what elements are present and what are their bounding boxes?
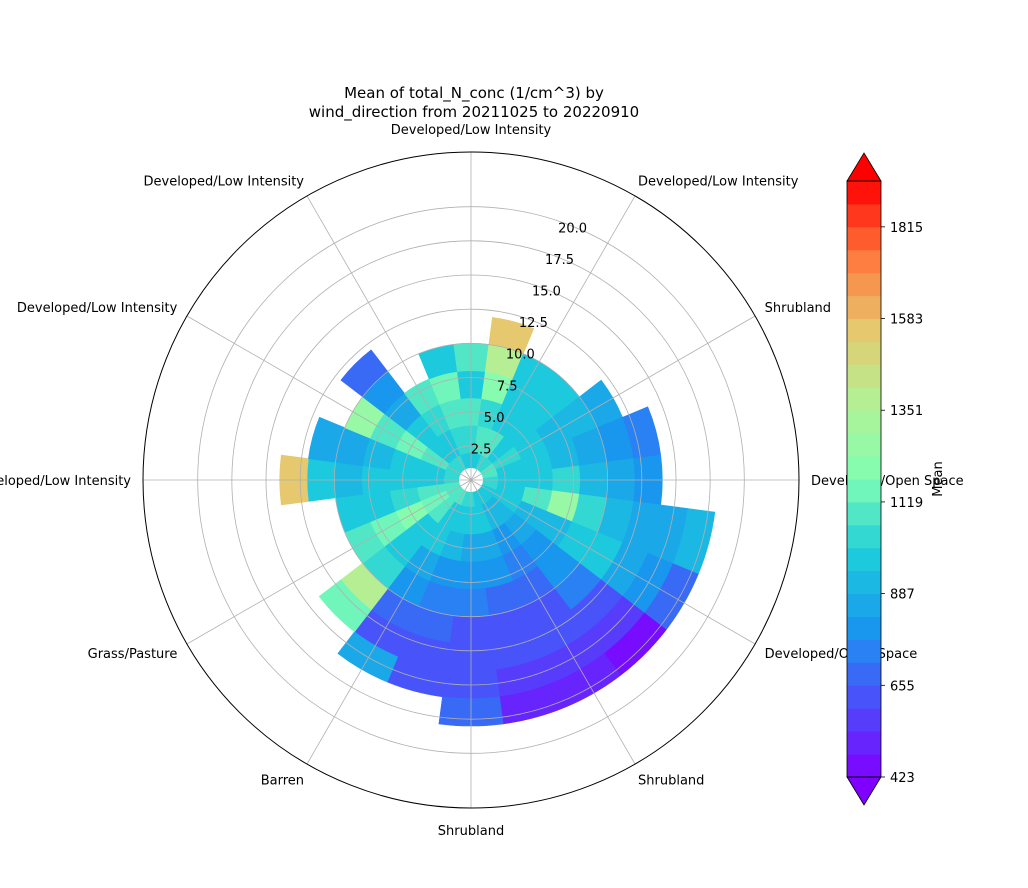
colorbar-tick-label: 887 [890,588,915,603]
direction-label: Shrubland [638,774,704,789]
colorbar-segment [847,433,881,457]
grid-spoke [186,479,472,645]
colorbar-segment [847,295,881,320]
radial-tick-label: 10.0 [506,348,535,363]
direction-label: Developed/Low Intensity [0,474,131,489]
direction-label: Developed/Open Space [765,647,918,662]
colorbar-segment [847,364,881,388]
radial-tick-label: 5.0 [484,411,505,426]
colorbar-segment [847,410,881,434]
radial-tick-label: 20.0 [558,221,587,236]
chart-title-line-1: Mean of total_N_conc (1/cm^3) by [344,84,604,102]
colorbar-tick-label: 1351 [890,404,923,419]
colorbar-segment [847,754,881,778]
grid-spoke [306,479,472,765]
direction-label: Shrubland [765,301,831,316]
colorbar-segment [847,731,881,755]
grid-spoke [470,315,756,481]
radial-tick-label: 17.5 [545,253,574,268]
chart-title-line-2: wind_direction from 20211025 to 20220910 [308,103,640,121]
colorbar-tick-label: 1119 [890,496,923,511]
grid-spoke [306,195,472,481]
colorbar-segment [847,203,881,228]
colorbar-segment [847,272,881,297]
colorbar-segment [847,593,881,618]
polar-frame [142,151,800,809]
colorbar-tick-label: 655 [890,679,915,694]
colorbar-tick-label: 1815 [890,221,923,236]
colorbar-extend-min [846,776,882,806]
colorbar-segment [847,181,881,205]
colorbar-segment [847,570,881,595]
colorbar-segment [847,639,881,663]
colorbar-segment [847,501,881,526]
colorbar-segment [847,479,881,503]
direction-label: Barren [261,774,304,789]
direction-label: Developed/Low Intensity [144,174,305,189]
colorbar-segment [847,547,881,572]
radial-tick-label: 2.5 [471,442,492,457]
grid-spoke [470,479,636,765]
direction-label: Developed/Low Intensity [391,123,552,138]
direction-labels: Developed/Low Intensity Developed/Low Int… [0,123,964,839]
direction-label: Developed/Low Intensity [17,301,178,316]
colorbar-label: Mean [931,461,946,496]
colorbar-segment [847,341,881,365]
colorbar-segment [847,685,881,709]
colorbar-tick-label: 423 [890,771,915,786]
colorbar-segment [847,456,881,480]
colorbar-segment [847,226,881,251]
colorbar-segment [847,387,881,411]
radial-tick-label: 12.5 [519,316,548,331]
colorbar-frame [846,180,882,778]
colorbar-segment [847,249,881,274]
colorbar-segment [847,616,881,640]
grid-spoke [470,479,756,645]
colorbar-tick-label: 1583 [890,313,923,328]
radial-tick-labels: 2.5 5.0 7.5 10.0 12.5 15.0 17.5 20.0 [471,221,587,457]
colorbar-segment [847,662,881,686]
radial-tick-label: 7.5 [497,379,518,394]
direction-label: Developed/Low Intensity [638,174,799,189]
colorbar-segment [847,524,881,549]
grid-spoke [470,195,636,481]
heatmap-cell [318,579,372,633]
radial-tick-label: 15.0 [532,285,561,300]
direction-label: Shrubland [438,824,504,839]
colorbar: 423 655 887 1119 1351 1583 1815 Mean [846,152,946,806]
grid-spoke [186,315,472,481]
polar-grid [143,152,799,808]
colorbar-extend-max [846,152,882,182]
colorbar-segment [847,708,881,732]
colorbar-segment [847,318,881,342]
direction-label: Grass/Pasture [88,647,178,662]
